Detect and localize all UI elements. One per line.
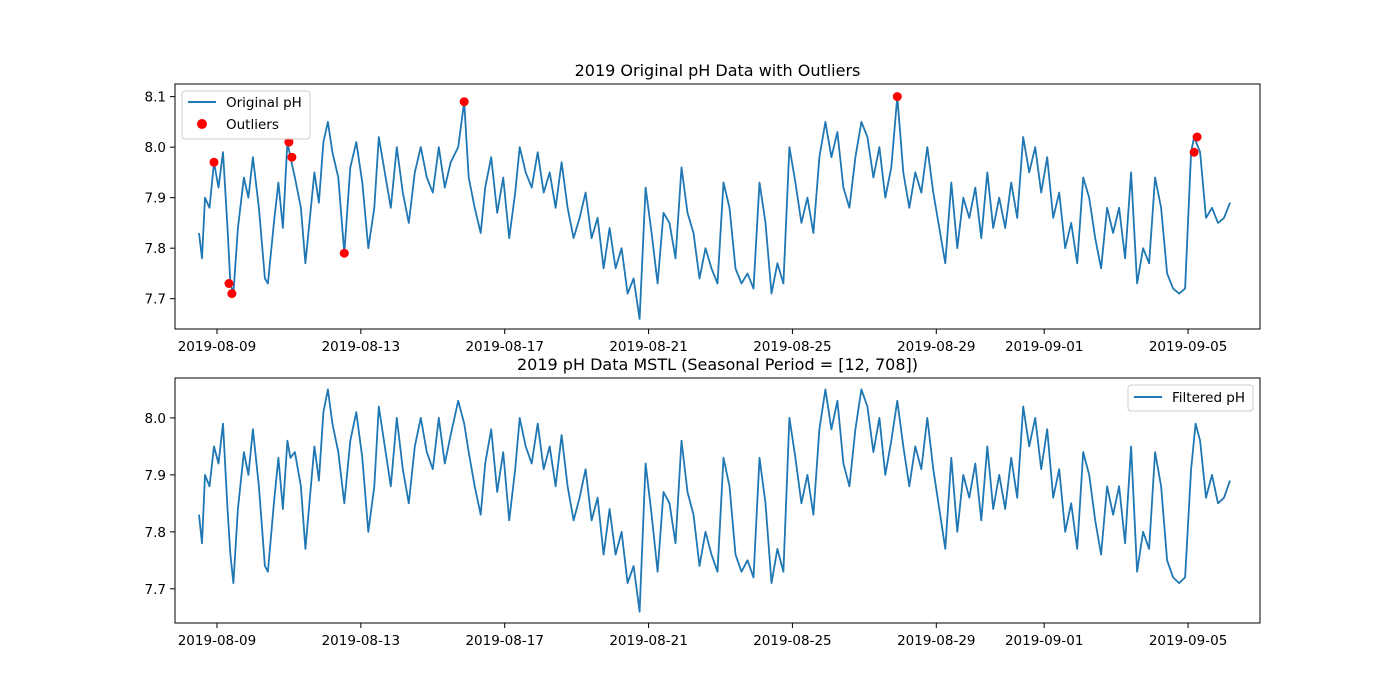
- legend-outlier-swatch: [197, 119, 207, 129]
- x-tick-label: 2019-08-13: [322, 633, 400, 649]
- x-tick-label: 2019-08-21: [609, 633, 687, 649]
- x-tick-label: 2019-08-13: [322, 339, 400, 355]
- x-tick-label: 2019-09-05: [1149, 339, 1227, 355]
- bottom-chart-legend-box: [1127, 384, 1254, 412]
- y-tick-label: 7.7: [145, 292, 166, 308]
- x-tick-label: 2019-08-21: [609, 339, 687, 355]
- y-tick-label: 8.1: [145, 90, 166, 106]
- x-tick-label: 2019-08-25: [753, 633, 831, 649]
- series-line-filtered-ph: [198, 388, 1231, 613]
- y-tick-label: 7.8: [145, 241, 166, 257]
- bottom-chart-title: 2019 pH Data MSTL (Seasonal Period = [12…: [517, 355, 918, 374]
- outlier-point: [1192, 132, 1202, 142]
- bottom-chart-frame: [174, 377, 1261, 624]
- top-chart-frame: [174, 83, 1261, 330]
- x-tick-label: 2019-09-01: [1005, 633, 1083, 649]
- x-tick-label: 2019-08-09: [178, 633, 256, 649]
- top-chart-title: 2019 Original pH Data with Outliers: [575, 61, 861, 80]
- top-chart-x-ticks: 2019-08-09 2019-08-13 2019-08-17 2019-08-21…: [178, 329, 1227, 355]
- outlier-point: [209, 157, 219, 167]
- top-chart-legend: Original pH Outliers: [181, 90, 311, 140]
- outlier-point: [227, 289, 237, 299]
- top-chart-y-ticks: 7.7 7.8 7.9 8.0 8.1: [145, 90, 175, 308]
- bottom-chart-legend: Filtered pH: [1127, 384, 1254, 412]
- y-tick-label: 7.7: [145, 582, 166, 598]
- legend-label-outliers: Outliers: [226, 117, 279, 133]
- x-tick-label: 2019-08-25: [753, 339, 831, 355]
- top-chart: 2019 Original pH Data with Outliers 2019…: [145, 61, 1261, 355]
- x-tick-label: 2019-08-17: [465, 339, 543, 355]
- outlier-point: [287, 152, 297, 162]
- x-tick-label: 2019-09-05: [1149, 633, 1227, 649]
- outlier-point: [459, 97, 469, 107]
- y-tick-label: 7.8: [145, 525, 166, 541]
- outlier-point: [284, 137, 294, 147]
- bottom-chart-x-ticks: 2019-08-09 2019-08-13 2019-08-17 2019-08-21…: [178, 623, 1227, 649]
- bottom-chart: 2019 pH Data MSTL (Seasonal Period = [12…: [145, 355, 1261, 649]
- x-tick-label: 2019-08-29: [897, 633, 975, 649]
- x-tick-label: 2019-08-09: [178, 339, 256, 355]
- bottom-chart-plot-area: [198, 388, 1231, 613]
- y-tick-label: 7.9: [145, 191, 166, 207]
- x-tick-label: 2019-08-29: [897, 339, 975, 355]
- y-tick-label: 7.9: [145, 468, 166, 484]
- series-line-original-ph: [198, 95, 1231, 320]
- x-tick-label: 2019-09-01: [1005, 339, 1083, 355]
- legend-label-filtered-ph: Filtered pH: [1172, 390, 1245, 406]
- legend-label-original-ph: Original pH: [226, 95, 302, 111]
- outlier-point: [224, 279, 234, 288]
- top-chart-plot-area: [198, 92, 1231, 320]
- y-tick-label: 8.0: [145, 411, 166, 427]
- bottom-chart-y-ticks: 7.7 7.8 7.9 8.0: [145, 411, 175, 598]
- y-tick-label: 8.0: [145, 140, 166, 156]
- outlier-point: [892, 92, 902, 102]
- x-tick-label: 2019-08-17: [465, 633, 543, 649]
- outlier-point: [339, 248, 349, 258]
- outlier-point: [1189, 147, 1199, 157]
